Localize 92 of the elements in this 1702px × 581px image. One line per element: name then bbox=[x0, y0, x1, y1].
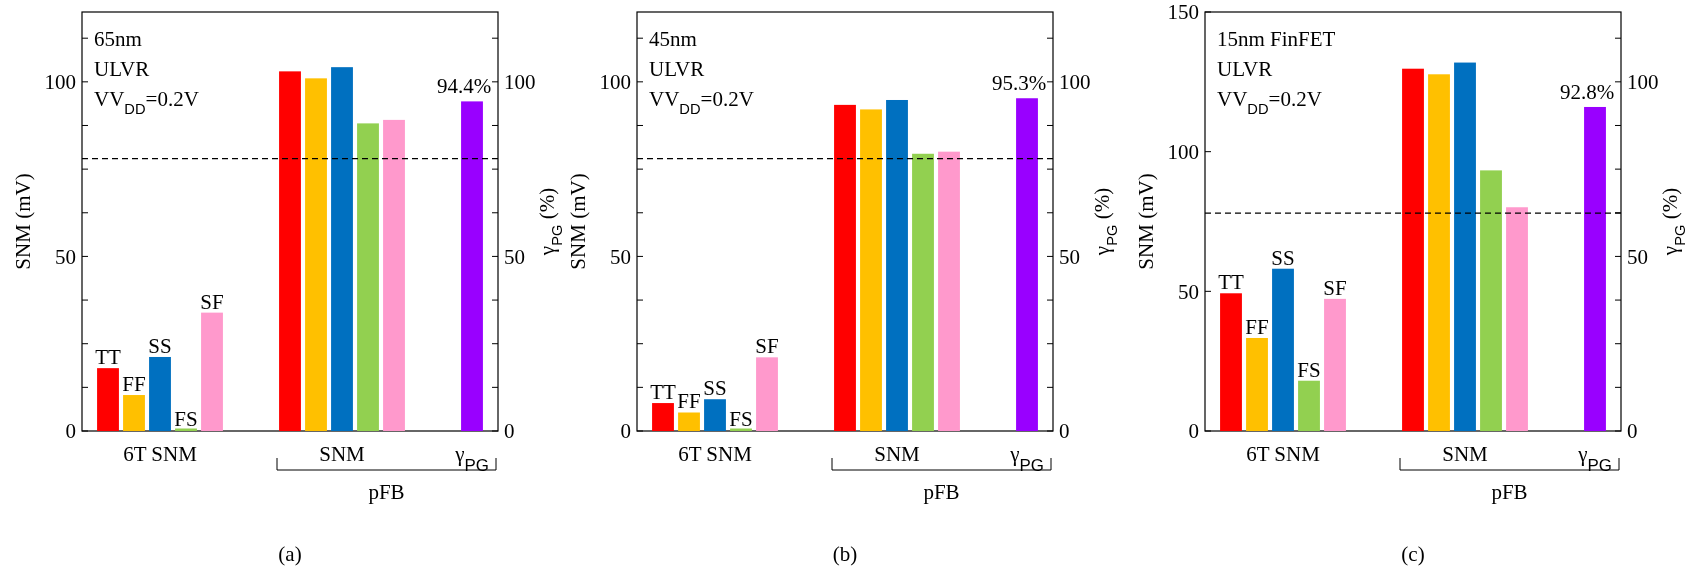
y-tick-label: 50 bbox=[1178, 279, 1199, 304]
text: pFB bbox=[923, 480, 960, 504]
y2-tick-label: 0 bbox=[1059, 419, 1070, 444]
series-label: TT bbox=[95, 345, 121, 370]
y-tick-label: 100 bbox=[44, 70, 76, 95]
bar bbox=[1272, 268, 1294, 431]
x-tick-label: 6T SNM bbox=[1246, 442, 1321, 466]
y-tick-label: 50 bbox=[610, 244, 631, 269]
bar bbox=[704, 399, 726, 431]
bar bbox=[886, 99, 908, 431]
bar bbox=[279, 71, 301, 431]
series-label: SS bbox=[148, 333, 172, 358]
bar bbox=[383, 119, 405, 431]
y2-tick-label: 50 bbox=[1627, 244, 1648, 269]
series-label: FF bbox=[677, 389, 701, 414]
y2-tick-label: 0 bbox=[1627, 419, 1638, 444]
series-label: FS bbox=[1297, 357, 1321, 382]
y-tick-label: 100 bbox=[599, 70, 631, 95]
bar bbox=[678, 412, 700, 431]
y-axis-title: SNM (mV) bbox=[1134, 173, 1158, 270]
annotation: 15nm FinFET bbox=[1217, 27, 1336, 51]
series-label: SF bbox=[200, 289, 224, 314]
annotation: VV$_{DD}$=0.2V bbox=[649, 87, 754, 117]
bar bbox=[123, 395, 145, 431]
x-tick-label: 6T SNM bbox=[678, 442, 753, 466]
y-tick-label: 0 bbox=[620, 419, 631, 444]
y-tick-label: 50 bbox=[55, 244, 76, 269]
series-label: SF bbox=[1323, 275, 1347, 300]
text: (c) bbox=[1401, 542, 1425, 566]
x-tick-label: SNM bbox=[319, 442, 366, 466]
text: pFB bbox=[368, 480, 405, 504]
bar bbox=[756, 357, 778, 431]
bar bbox=[652, 403, 674, 431]
annotation: 65nm bbox=[94, 27, 142, 51]
y2-tick-label: 100 bbox=[504, 70, 536, 95]
y2-tick-label: 100 bbox=[1059, 70, 1091, 95]
annotation: ULVR bbox=[1217, 57, 1273, 81]
y-tick-label: 0 bbox=[65, 419, 76, 444]
bar bbox=[1298, 380, 1320, 431]
bar bbox=[331, 67, 353, 431]
series-label: TT bbox=[650, 380, 676, 405]
bar bbox=[860, 109, 882, 431]
bar bbox=[1480, 170, 1502, 431]
bar bbox=[149, 356, 171, 431]
y-axis-title: SNM (mV) bbox=[11, 173, 35, 270]
series-label: FF bbox=[122, 372, 146, 397]
data-label: 92.8% bbox=[1559, 79, 1615, 104]
series-label: FF bbox=[1245, 314, 1269, 339]
annotation: ULVR bbox=[649, 57, 705, 81]
y-axis-title: SNM (mV) bbox=[566, 173, 590, 270]
x-tick-label: γ$_{PG}$ bbox=[1577, 442, 1612, 475]
bar bbox=[1454, 62, 1476, 431]
bar bbox=[1324, 298, 1346, 431]
bar bbox=[1246, 337, 1268, 431]
series-label: SF bbox=[755, 334, 779, 359]
x-tick-label: 6T SNM bbox=[123, 442, 198, 466]
x-tick-label: γ$_{PG}$ bbox=[1009, 442, 1044, 475]
bar bbox=[201, 312, 223, 431]
y-tick-label: 0 bbox=[1188, 419, 1199, 444]
y2-tick-label: 50 bbox=[1059, 244, 1080, 269]
annotation: ULVR bbox=[94, 57, 150, 81]
y-tick-label: 150 bbox=[1167, 0, 1199, 25]
series-label: FS bbox=[729, 406, 753, 431]
bar bbox=[912, 153, 934, 431]
data-label: 95.3% bbox=[991, 71, 1047, 96]
data-label: 94.4% bbox=[436, 74, 492, 99]
x-tick-label: γ$_{PG}$ bbox=[454, 442, 489, 475]
y-tick-label: 100 bbox=[1167, 140, 1199, 165]
series-label: TT bbox=[1218, 270, 1244, 295]
annotation: 45nm bbox=[649, 27, 697, 51]
x-tick-label: SNM bbox=[1442, 442, 1489, 466]
bar bbox=[1402, 68, 1424, 431]
y2-tick-label: 100 bbox=[1627, 70, 1659, 95]
text: (a) bbox=[278, 542, 302, 566]
bar bbox=[834, 104, 856, 431]
y2-tick-label: 50 bbox=[504, 244, 525, 269]
x-tick-label: SNM bbox=[874, 442, 921, 466]
bar bbox=[357, 123, 379, 431]
series-label: SS bbox=[703, 376, 727, 401]
text: pFB bbox=[1491, 480, 1528, 504]
bar bbox=[1428, 74, 1450, 431]
series-label: FS bbox=[174, 406, 198, 431]
y2-tick-label: 0 bbox=[504, 419, 515, 444]
bar bbox=[305, 78, 327, 431]
annotation: VV$_{DD}$=0.2V bbox=[1217, 87, 1322, 117]
bar bbox=[1220, 293, 1242, 431]
bar bbox=[1506, 207, 1528, 431]
annotation: VV$_{DD}$=0.2V bbox=[94, 87, 199, 117]
series-label: SS bbox=[1271, 245, 1295, 270]
bar bbox=[97, 368, 119, 431]
bar bbox=[938, 151, 960, 431]
text: (b) bbox=[832, 542, 858, 566]
